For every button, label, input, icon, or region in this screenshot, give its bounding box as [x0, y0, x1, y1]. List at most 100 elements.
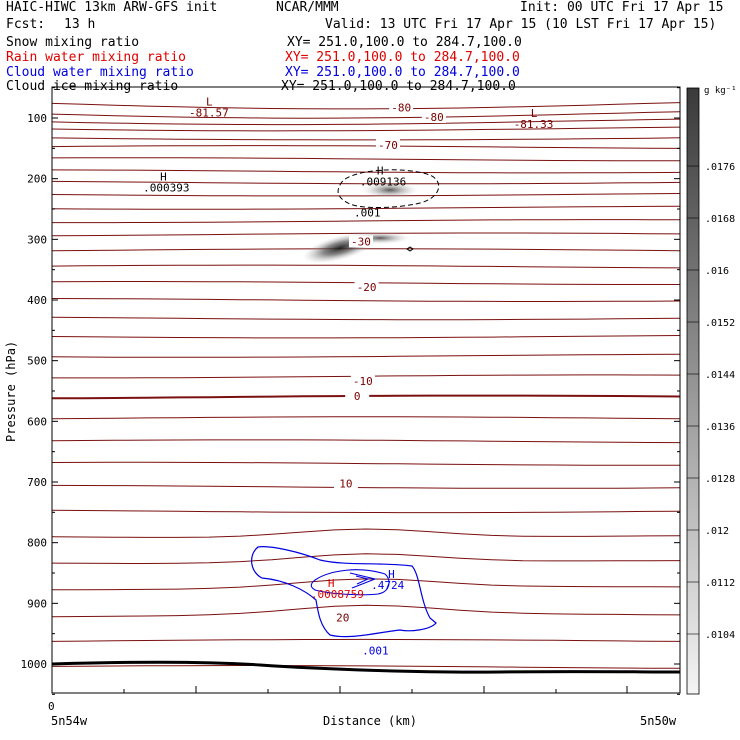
temperature-contour — [52, 664, 680, 669]
temperature-contour — [52, 118, 680, 126]
colorbar-tick-label: .016 — [705, 266, 729, 277]
x-left-label: 5n54w — [51, 714, 88, 728]
extremum-mark: H — [388, 568, 395, 581]
temperature-contour — [52, 180, 680, 185]
temperature-contour — [52, 416, 680, 420]
temperature-contour — [52, 169, 680, 174]
y-tick-label: 700 — [27, 476, 47, 489]
snow-field-name: Snow mixing ratio — [6, 35, 140, 50]
temperature-label-bg — [375, 138, 400, 151]
small-contour — [406, 246, 414, 252]
colorbar-tick-label: .0176 — [705, 162, 735, 173]
cloud-water-contour-mid — [310, 569, 390, 596]
temperature-contour — [52, 193, 680, 197]
temperature-label: -20 — [357, 281, 377, 294]
temperature-label: -80 — [424, 111, 444, 124]
extremum-mark: H — [377, 164, 384, 177]
temperature-contour — [52, 604, 680, 618]
cloud-ice-contour — [337, 169, 440, 209]
plot-frame — [51, 86, 681, 694]
temperature-contour — [52, 102, 680, 110]
cloudwater-field-xy: XY= 251.0,100.0 to 284.7,100.0 — [285, 65, 520, 80]
cloud-ice-shading — [362, 182, 418, 198]
x-axis-label: Distance (km) — [323, 714, 417, 728]
extremum-value: -81.33 — [514, 118, 554, 131]
y-tick-label: 200 — [27, 173, 47, 186]
y-tick-label: 300 — [27, 233, 47, 246]
temperature-label: -10 — [353, 375, 373, 388]
temperature-contour — [52, 145, 680, 149]
snow-field-xy: XY= 251.0,100.0 to 284.7,100.0 — [287, 35, 522, 50]
colorbar-tick-label: .0152 — [705, 318, 735, 329]
temperature-label-bg — [333, 477, 358, 490]
temperature-contour — [52, 298, 680, 302]
colorbar-tick-label: .0112 — [705, 578, 735, 589]
temperature-contour — [52, 484, 680, 489]
fcst-value: 13 h — [64, 17, 96, 32]
x-right-label: 5n50w — [640, 714, 677, 728]
temperature-contour — [52, 316, 680, 321]
y-axis-label: Pressure (hPa) — [4, 341, 18, 442]
temperature-contour — [52, 553, 680, 565]
temperature-label: -30 — [351, 235, 371, 248]
org-label: NCAR/MMM — [276, 0, 339, 15]
terrain-surface-line — [52, 660, 680, 674]
temperature-label-bg — [330, 611, 355, 624]
extremum-value: .009136 — [360, 175, 406, 188]
rain-field-name: Rain water mixing ratio — [6, 50, 187, 65]
x-start-tick: 0 — [48, 700, 55, 713]
colorbar-tick-label: .0144 — [705, 370, 735, 381]
temperature-label: 20 — [336, 612, 349, 625]
temperature-contour — [52, 126, 680, 132]
extremum-value: .0008759 — [311, 588, 364, 601]
y-tick-label: 600 — [27, 415, 47, 428]
temperature-contour — [52, 205, 680, 210]
colorbar-tick-label: .012 — [705, 526, 729, 537]
contour-value-label: .001 — [354, 207, 381, 220]
temperature-label-bg — [389, 101, 414, 114]
temperature-contour — [52, 528, 680, 538]
temperature-label: -70 — [378, 139, 398, 152]
temperature-label-bg — [345, 390, 370, 403]
colorbar-tick-label: .0128 — [705, 474, 735, 485]
temperature-label-bg — [421, 111, 446, 123]
y-tick-label: 400 — [27, 294, 47, 307]
init-time: Init: 00 UTC Fri 17 Apr 15 — [520, 0, 724, 15]
temperature-contour — [52, 157, 680, 162]
extremum-value: .4724 — [371, 579, 404, 592]
temperature-contour — [52, 335, 680, 339]
y-tick-label: 1000 — [21, 658, 48, 671]
extremum-mark: L — [531, 107, 538, 120]
temperature-contour — [52, 219, 680, 224]
temperature-label-bg — [354, 280, 379, 293]
temperature-contour — [52, 461, 680, 466]
extremum-value: -81.57 — [189, 106, 229, 119]
temperature-label-bg — [348, 235, 373, 248]
colorbar-tick-label: .0104 — [705, 630, 735, 641]
cloud-water-contour-core — [355, 575, 370, 585]
temperature-contour — [52, 439, 680, 444]
temperature-label: 0 — [354, 390, 361, 403]
temperature-contour — [52, 353, 680, 358]
cloud-water-contour-inner — [349, 572, 377, 589]
temperature-contour — [52, 111, 680, 119]
colorbar — [686, 87, 700, 695]
temperature-contour — [52, 137, 680, 141]
model-title: HAIC-HIWC 13km ARW-GFS init — [6, 0, 218, 15]
y-tick-label: 900 — [27, 597, 47, 610]
cloudwater-field-name: Cloud water mixing ratio — [6, 65, 194, 80]
colorbar-unit: g kg⁻¹ — [704, 86, 737, 96]
extremum-mark: H — [160, 171, 167, 184]
temperature-contour — [52, 509, 680, 514]
temperature-label: 10 — [339, 477, 352, 490]
temperature-contour — [52, 638, 680, 642]
y-tick-label: 800 — [27, 537, 47, 550]
extremum-mark: L — [206, 95, 213, 108]
colorbar-tick-label: .0136 — [705, 422, 735, 433]
temperature-label-bg — [350, 374, 375, 387]
valid-time: Valid: 13 UTC Fri 17 Apr 15 (10 LST Fri … — [325, 17, 717, 32]
temperature-contour — [52, 264, 680, 269]
y-tick-label: 500 — [27, 355, 47, 368]
extremum-value: .000393 — [143, 182, 189, 195]
